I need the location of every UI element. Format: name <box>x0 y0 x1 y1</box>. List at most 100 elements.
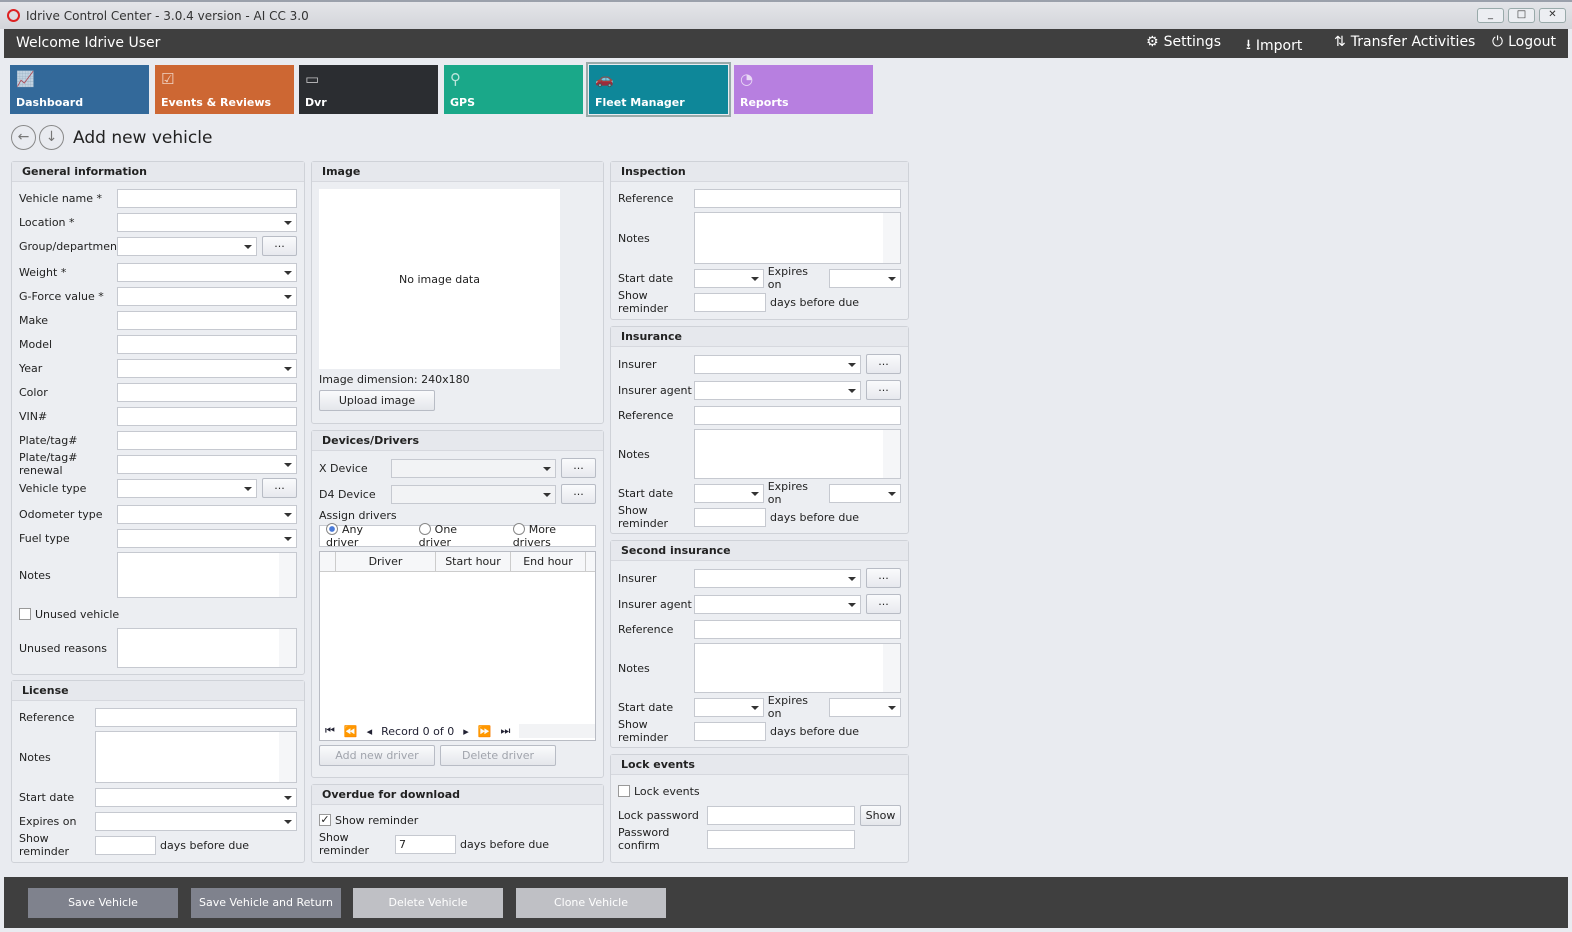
tile-dvr[interactable]: ▭ Dvr <box>299 65 438 114</box>
overdue-reminder-input[interactable]: 7 <box>395 834 456 854</box>
insurance-start-select[interactable] <box>694 483 764 503</box>
show-password-button[interactable]: Show <box>860 804 901 826</box>
insurance2-expires-select[interactable] <box>829 697 901 717</box>
maximize-button[interactable]: □ <box>1508 8 1535 23</box>
import-button[interactable]: ⭳ Import <box>1246 34 1302 58</box>
close-button[interactable]: ✕ <box>1539 8 1566 23</box>
unused-vehicle-checkbox[interactable] <box>19 608 31 620</box>
inspection-reminder-input[interactable] <box>694 292 766 312</box>
back-arrow-icon[interactable]: ← <box>11 125 36 150</box>
vehicle-type-more-button[interactable]: ... <box>262 478 297 498</box>
plate-input[interactable] <box>117 430 297 450</box>
assign-drivers-group: Any driver One driver More drivers <box>319 523 596 549</box>
weight-select[interactable] <box>117 262 297 282</box>
show-reminder-checkbox[interactable]: ✓ <box>319 813 331 826</box>
more-drivers-radio[interactable]: More drivers <box>512 523 556 549</box>
delete-driver-button[interactable]: Delete driver <box>440 745 556 766</box>
any-driver-radio[interactable]: Any driver <box>326 523 364 549</box>
column-end-hour[interactable]: End hour <box>511 552 586 571</box>
group-select[interactable] <box>117 236 257 256</box>
insurance2-reference-input[interactable] <box>694 619 901 639</box>
notes-textarea[interactable] <box>117 552 297 598</box>
save-vehicle-button[interactable]: Save Vehicle <box>28 888 178 918</box>
insurer-select[interactable] <box>694 354 861 374</box>
color-input[interactable] <box>117 382 297 402</box>
license-start-select[interactable] <box>95 787 297 807</box>
tile-events-reviews[interactable]: ☑ Events & Reviews <box>155 65 294 114</box>
d4-device-select[interactable] <box>391 484 556 504</box>
insurer2-more-button[interactable]: ... <box>866 568 901 588</box>
column-start-hour[interactable]: Start hour <box>436 552 511 571</box>
insurance2-reminder-input[interactable] <box>694 721 766 741</box>
settings-button[interactable]: ⚙ Settings <box>1146 34 1221 50</box>
inspection-expires-select[interactable] <box>829 268 901 288</box>
license-reminder-input[interactable] <box>95 835 156 855</box>
inspection-start-select[interactable] <box>694 268 764 288</box>
logout-button[interactable]: ⏻ Logout <box>1492 34 1556 50</box>
insurer-agent-more-button[interactable]: ... <box>866 380 901 400</box>
license-expires-select[interactable] <box>95 811 297 831</box>
license-reference-label: Reference <box>19 710 75 724</box>
plate-renewal-select[interactable] <box>117 454 297 474</box>
insurer2-select[interactable] <box>694 568 861 588</box>
inspection-reference-input[interactable] <box>694 188 901 208</box>
insurance-reminder-input[interactable] <box>694 507 766 527</box>
last-record-icon[interactable]: ⏭ <box>500 724 511 737</box>
insurance2-start-select[interactable] <box>694 697 764 717</box>
x-device-select[interactable] <box>391 458 556 478</box>
x-device-more-button[interactable]: ... <box>561 458 596 478</box>
insurance2-notes-textarea[interactable] <box>694 643 901 693</box>
upload-image-button[interactable]: Upload image <box>319 390 435 411</box>
tile-fleet-manager[interactable]: 🚗 Fleet Manager <box>586 62 731 117</box>
insurance-notes-textarea[interactable] <box>694 429 901 479</box>
next-page-icon[interactable]: ⏩ <box>477 724 492 738</box>
prev-record-icon[interactable]: ◂ <box>366 724 373 738</box>
model-input[interactable] <box>117 334 297 354</box>
insurance-expires-select[interactable] <box>829 483 901 503</box>
clone-vehicle-button[interactable]: Clone Vehicle <box>516 888 666 918</box>
year-select[interactable] <box>117 358 297 378</box>
fuel-select[interactable] <box>117 528 297 548</box>
horizontal-scrollbar[interactable] <box>519 724 595 738</box>
make-input[interactable] <box>117 310 297 330</box>
insurance-reference-input[interactable] <box>694 405 901 425</box>
lock-events-checkbox[interactable] <box>618 785 630 797</box>
vehicle-name-input[interactable] <box>117 188 297 208</box>
column-driver[interactable]: Driver <box>336 552 436 571</box>
license-start-label: Start date <box>19 790 75 804</box>
prev-page-icon[interactable]: ⏪ <box>343 724 358 738</box>
transfer-activities-button[interactable]: ⇅ Transfer Activities <box>1334 34 1475 50</box>
vin-input[interactable] <box>117 406 297 426</box>
license-reference-input[interactable] <box>95 707 297 727</box>
save-vehicle-return-button[interactable]: Save Vehicle and Return <box>191 888 341 918</box>
tile-reports[interactable]: ◔ Reports <box>734 65 873 114</box>
insurer2-agent-select[interactable] <box>694 594 861 614</box>
tile-dashboard[interactable]: 📈 Dashboard <box>10 65 149 114</box>
add-new-driver-button[interactable]: Add new driver <box>319 745 435 766</box>
inspection-reference-label: Reference <box>618 191 674 205</box>
insurance-reminder-label: Show reminder <box>618 504 669 530</box>
insurer2-agent-more-button[interactable]: ... <box>866 594 901 614</box>
transfer-icon: ⇅ <box>1334 34 1346 50</box>
down-arrow-icon[interactable]: ↓ <box>39 125 64 150</box>
delete-vehicle-button[interactable]: Delete Vehicle <box>353 888 503 918</box>
odometer-select[interactable] <box>117 504 297 524</box>
minimize-button[interactable]: _ <box>1477 8 1504 23</box>
location-select[interactable] <box>117 212 297 232</box>
password-confirm-input[interactable] <box>707 829 855 849</box>
drivers-grid[interactable]: Driver Start hour End hour ⏮ ⏪ ◂ Record 0 … <box>319 551 596 741</box>
first-record-icon[interactable]: ⏮ <box>325 724 335 737</box>
d4-device-more-button[interactable]: ... <box>561 484 596 504</box>
vehicle-type-select[interactable] <box>117 478 257 498</box>
lock-password-input[interactable] <box>707 805 855 825</box>
insurer-agent-select[interactable] <box>694 380 861 400</box>
one-driver-radio[interactable]: One driver <box>418 523 458 549</box>
next-record-icon[interactable]: ▸ <box>463 724 469 738</box>
insurer-more-button[interactable]: ... <box>866 354 901 374</box>
tile-gps[interactable]: ⚲ GPS <box>444 65 583 114</box>
inspection-notes-textarea[interactable] <box>694 212 901 264</box>
unused-reasons-textarea[interactable] <box>117 628 297 668</box>
gforce-select[interactable] <box>117 286 297 306</box>
group-more-button[interactable]: ... <box>262 236 297 256</box>
license-notes-textarea[interactable] <box>95 731 297 783</box>
